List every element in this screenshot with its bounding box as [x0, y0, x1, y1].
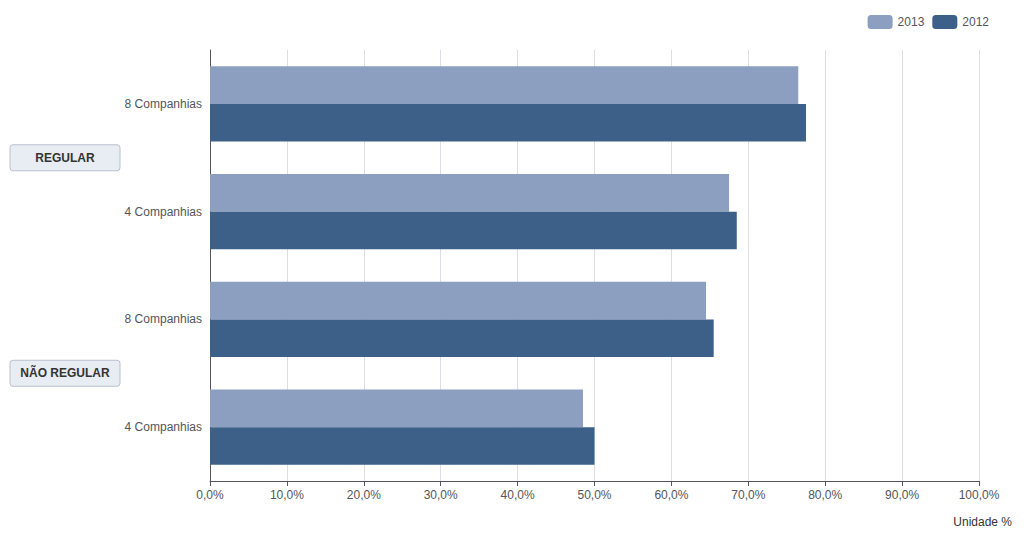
svg-text:2013: 2013	[898, 15, 925, 29]
svg-text:REGULAR: REGULAR	[35, 151, 95, 165]
svg-text:8 Companhias: 8 Companhias	[125, 97, 202, 111]
svg-text:70,0%: 70,0%	[731, 488, 765, 502]
svg-text:60,0%: 60,0%	[654, 488, 688, 502]
svg-text:10,0%: 10,0%	[270, 488, 304, 502]
svg-text:20,0%: 20,0%	[347, 488, 381, 502]
svg-text:90,0%: 90,0%	[885, 488, 919, 502]
svg-text:30,0%: 30,0%	[424, 488, 458, 502]
svg-text:50,0%: 50,0%	[577, 488, 611, 502]
svg-text:80,0%: 80,0%	[808, 488, 842, 502]
svg-text:4 Companhias: 4 Companhias	[125, 205, 202, 219]
svg-text:0,0%: 0,0%	[196, 488, 224, 502]
svg-text:4 Companhias: 4 Companhias	[125, 420, 202, 434]
svg-text:8 Companhias: 8 Companhias	[125, 312, 202, 326]
svg-text:100,0%: 100,0%	[959, 488, 1000, 502]
svg-text:Unidade %: Unidade %	[953, 515, 1012, 529]
svg-text:2012: 2012	[962, 15, 989, 29]
svg-text:NÃO REGULAR: NÃO REGULAR	[20, 365, 110, 380]
svg-text:40,0%: 40,0%	[501, 488, 535, 502]
